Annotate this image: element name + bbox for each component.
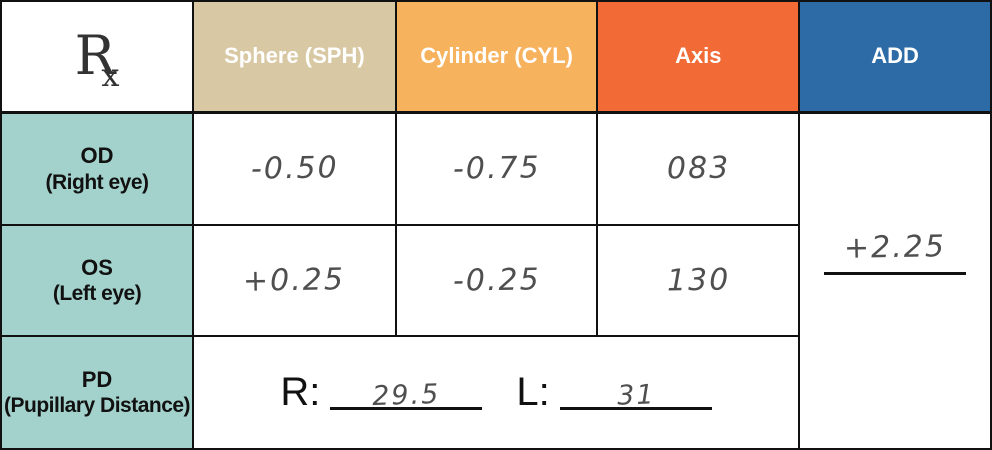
os-sphere-value: +0.25 [243, 262, 346, 299]
od-sphere-value: -0.50 [250, 150, 339, 188]
add-value-group: +2.25 [824, 229, 967, 276]
value-pd: R: 29.5 L: 31 [194, 336, 801, 448]
pd-right-label: R: [280, 370, 321, 415]
os-label: OS [81, 254, 113, 280]
header-axis: Axis [598, 2, 801, 114]
header-add-label: ADD [871, 43, 919, 69]
od-sublabel: (Right eye) [45, 170, 150, 194]
row-label-od: OD (Right eye) [2, 113, 195, 226]
rx-header-cell: Rx [2, 2, 195, 114]
pd-left-value: 31 [616, 379, 656, 413]
os-axis-value: 130 [666, 262, 731, 299]
value-od-sphere[interactable]: -0.50 [194, 113, 397, 226]
add-value: +2.25 [843, 229, 947, 267]
pd-left-label: L: [516, 370, 550, 415]
header-cylinder: Cylinder (CYL) [396, 2, 599, 114]
value-od-cylinder[interactable]: -0.75 [396, 113, 599, 226]
value-od-axis[interactable]: 083 [598, 113, 801, 226]
value-os-cylinder[interactable]: -0.25 [396, 225, 599, 337]
rx-symbol-x: x [101, 56, 120, 95]
pd-right-group: R: 29.5 [280, 370, 483, 415]
add-underline [824, 272, 967, 276]
header-sphere: Sphere (SPH) [194, 2, 397, 114]
pd-left-group: L: 31 [516, 370, 712, 415]
pd-right-value: 29.5 [371, 379, 442, 413]
pd-right-blank[interactable]: 29.5 [330, 376, 483, 413]
row-label-pd: PD (Pupillary Distance) [2, 336, 195, 448]
pd-left-blank[interactable]: 31 [559, 376, 712, 413]
row-label-os: OS (Left eye) [2, 225, 195, 337]
pd-label: PD [81, 366, 113, 392]
od-label: OD [80, 143, 114, 169]
pd-sublabel: (Pupillary Distance) [4, 394, 191, 418]
os-cylinder-value: -0.25 [452, 262, 541, 299]
value-os-sphere[interactable]: +0.25 [194, 225, 397, 337]
value-add[interactable]: +2.25 [800, 114, 990, 448]
header-add: ADD [800, 2, 990, 114]
od-cylinder-value: -0.75 [452, 150, 541, 188]
header-sphere-label: Sphere (SPH) [224, 43, 365, 69]
header-axis-label: Axis [675, 43, 722, 69]
rx-symbol: Rx [75, 29, 120, 92]
value-os-axis[interactable]: 130 [598, 225, 801, 337]
od-axis-value: 083 [666, 150, 731, 188]
rx-symbol-r: R [74, 24, 116, 88]
os-sublabel: (Left eye) [52, 282, 142, 306]
header-cylinder-label: Cylinder (CYL) [420, 43, 573, 69]
